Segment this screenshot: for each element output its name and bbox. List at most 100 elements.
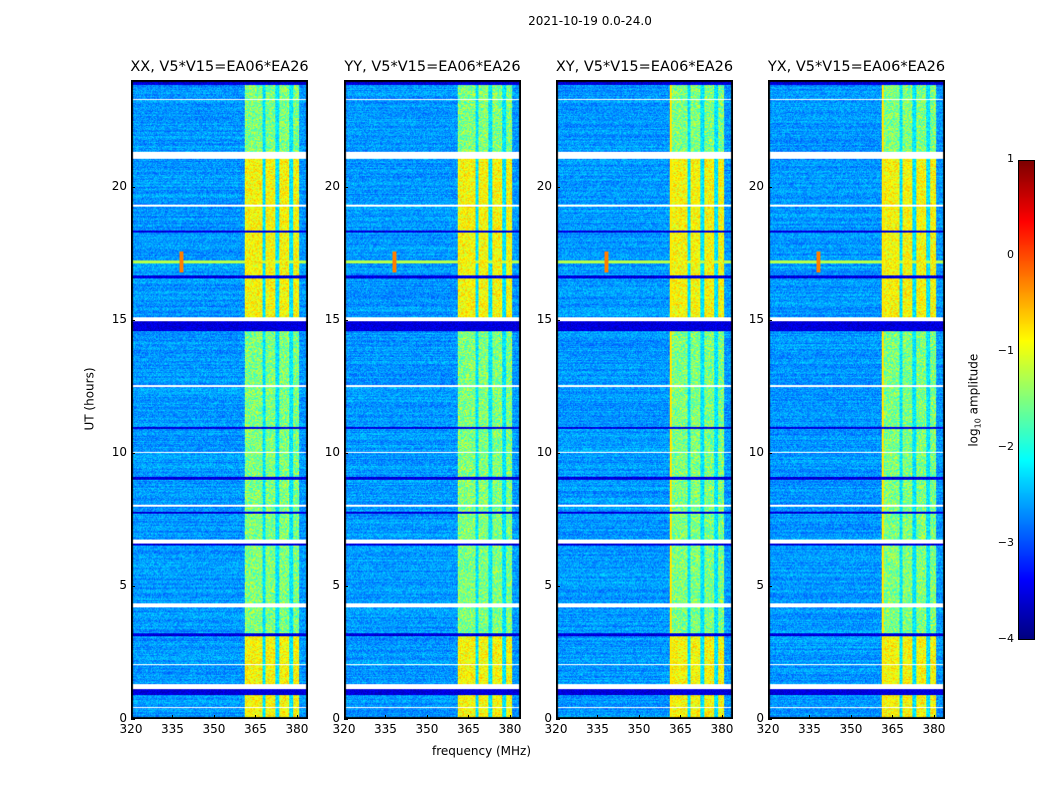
y-tick-mark xyxy=(556,585,560,587)
x-tick-label: 380 xyxy=(922,722,946,736)
x-tick-mark xyxy=(809,715,811,719)
x-tick-label: 365 xyxy=(244,722,267,736)
y-tick-label: 5 xyxy=(332,577,340,592)
y-tick-mark xyxy=(344,585,348,587)
y-tick-mark xyxy=(131,719,135,720)
colorbar-tick-label: −3 xyxy=(997,536,1014,549)
x-tick-label: 335 xyxy=(798,722,821,736)
x-tick-mark xyxy=(509,715,511,719)
y-tick-label: 15 xyxy=(111,311,127,326)
y-tick-mark xyxy=(344,452,348,454)
panel-title: YX, V5*V15=EA06*EA26 xyxy=(767,59,946,75)
x-tick-mark xyxy=(255,715,257,719)
x-tick-label: 380 xyxy=(285,722,309,736)
x-tick-label: 350 xyxy=(627,722,651,736)
colorbar-tick-label: 0 xyxy=(1007,248,1014,261)
x-tick-label: 335 xyxy=(586,722,609,736)
y-tick-label: 15 xyxy=(748,311,764,326)
y-tick-mark xyxy=(131,319,135,321)
colorbar-label-sub: 10 xyxy=(973,418,983,429)
x-tick-label: 365 xyxy=(669,722,692,736)
y-tick-label: 10 xyxy=(536,444,552,459)
x-tick-label: 365 xyxy=(457,722,480,736)
y-tick-mark xyxy=(768,719,772,720)
x-tick-label: 335 xyxy=(374,722,397,736)
colorbar xyxy=(1018,160,1035,640)
x-tick-mark xyxy=(768,715,769,719)
y-tick-label: 20 xyxy=(748,178,764,193)
x-tick-mark xyxy=(892,715,894,719)
panel-title: YY, V5*V15=EA06*EA26 xyxy=(344,59,521,75)
y-tick-mark xyxy=(131,585,135,587)
heatmap-panel xyxy=(344,80,521,719)
x-tick-mark xyxy=(680,715,682,719)
x-tick-mark xyxy=(933,715,935,719)
heatmap-panel xyxy=(556,80,733,719)
x-tick-mark xyxy=(721,715,723,719)
x-tick-mark xyxy=(213,715,215,719)
y-tick-mark xyxy=(768,186,772,188)
y-tick-mark xyxy=(344,186,348,188)
x-tick-mark xyxy=(468,715,470,719)
x-tick-mark xyxy=(597,715,599,719)
x-axis-label: frequency (MHz) xyxy=(432,744,532,758)
x-tick-mark xyxy=(426,715,428,719)
x-tick-mark xyxy=(344,715,345,719)
y-tick-label: 15 xyxy=(324,311,340,326)
x-tick-label: 350 xyxy=(202,722,226,736)
y-tick-mark xyxy=(556,719,560,720)
y-tick-mark xyxy=(344,719,348,720)
x-tick-label: 335 xyxy=(161,722,184,736)
y-tick-label: 5 xyxy=(119,577,127,592)
y-tick-mark xyxy=(768,452,772,454)
y-tick-label: 20 xyxy=(324,178,340,193)
y-tick-label: 10 xyxy=(111,444,127,459)
x-tick-label: 320 xyxy=(119,722,143,736)
figure-title: 2021-10-19 0.0-24.0 xyxy=(528,14,652,28)
y-tick-mark xyxy=(556,452,560,454)
x-tick-mark xyxy=(638,715,640,719)
y-tick-label: 15 xyxy=(536,311,552,326)
colorbar-tick-label: −2 xyxy=(997,440,1014,453)
y-tick-mark xyxy=(768,585,772,587)
panel-title: XY, V5*V15=EA06*EA26 xyxy=(555,59,734,75)
y-tick-mark xyxy=(131,186,135,188)
y-tick-label: 5 xyxy=(756,577,764,592)
y-tick-mark xyxy=(768,319,772,321)
colorbar-label: log10 amplitude xyxy=(966,354,982,447)
x-tick-label: 365 xyxy=(881,722,904,736)
y-tick-label: 0 xyxy=(756,711,764,725)
x-tick-mark xyxy=(850,715,852,719)
heatmap-panel xyxy=(131,80,308,719)
colorbar-tick-label: 1 xyxy=(1007,152,1014,165)
panel-title: XX, V5*V15=EA06*EA26 xyxy=(130,59,309,75)
x-tick-mark xyxy=(296,715,298,719)
x-tick-mark xyxy=(172,715,174,719)
x-tick-label: 320 xyxy=(756,722,780,736)
y-tick-label: 10 xyxy=(324,444,340,459)
y-tick-label: 0 xyxy=(544,711,552,725)
x-tick-mark xyxy=(556,715,557,719)
y-tick-label: 10 xyxy=(748,444,764,459)
x-tick-mark xyxy=(385,715,387,719)
x-tick-label: 380 xyxy=(498,722,522,736)
y-tick-mark xyxy=(556,319,560,321)
y-tick-mark xyxy=(131,452,135,454)
x-tick-mark xyxy=(131,715,132,719)
colorbar-tick-label: −4 xyxy=(997,632,1014,645)
y-tick-mark xyxy=(556,186,560,188)
y-axis-label: UT (hours) xyxy=(82,367,97,431)
y-tick-label: 0 xyxy=(119,711,127,725)
y-tick-label: 20 xyxy=(536,178,552,193)
x-tick-label: 380 xyxy=(710,722,734,736)
x-tick-label: 320 xyxy=(544,722,568,736)
heatmap-panel xyxy=(768,80,945,719)
y-tick-label: 5 xyxy=(544,577,552,592)
x-tick-label: 350 xyxy=(839,722,863,736)
colorbar-tick-label: −1 xyxy=(997,344,1014,357)
colorbar-label-rest: amplitude xyxy=(966,353,981,419)
x-tick-label: 320 xyxy=(332,722,356,736)
y-tick-label: 0 xyxy=(332,711,340,725)
y-tick-mark xyxy=(344,319,348,321)
y-tick-label: 20 xyxy=(111,178,127,193)
